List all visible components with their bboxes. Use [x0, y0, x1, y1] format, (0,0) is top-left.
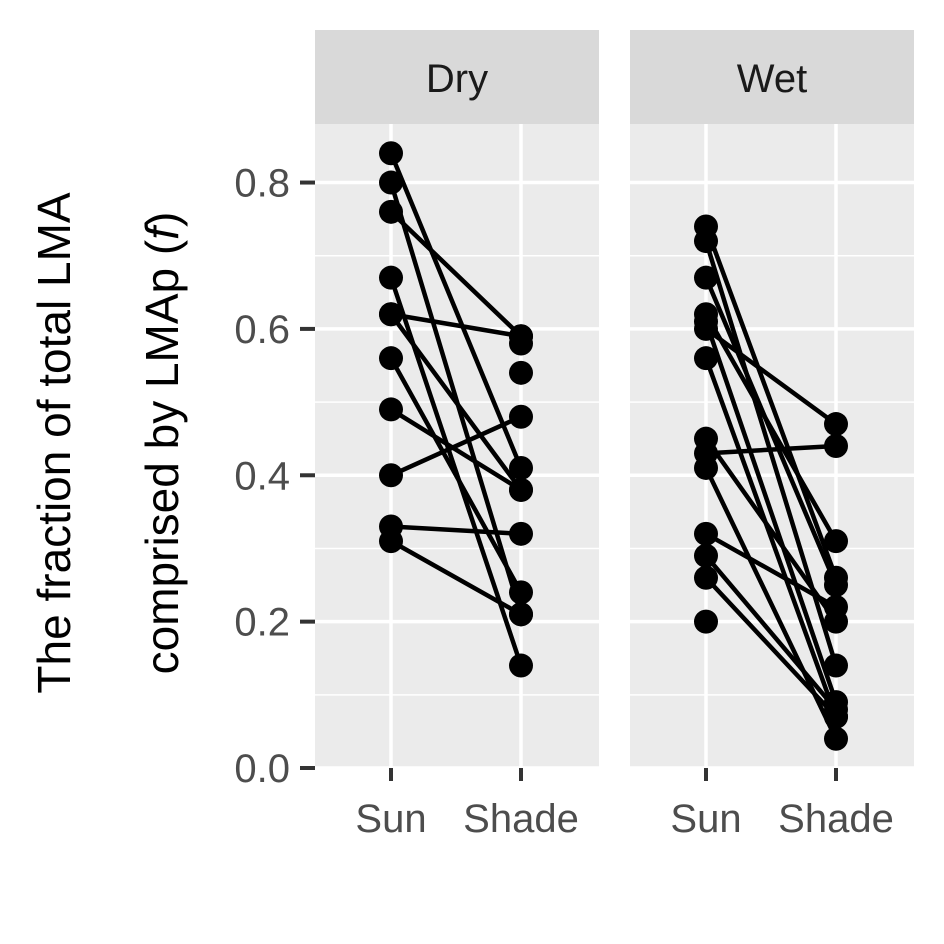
series-line — [703, 224, 839, 580]
shade-point — [509, 455, 533, 480]
x-tick-label: Shade — [463, 797, 579, 841]
series-line — [388, 355, 524, 595]
sun-point — [694, 565, 718, 590]
panel-wet: Wet Sun Shade — [630, 30, 914, 841]
shade-point — [824, 529, 848, 554]
y-axis-title-suffix: ) — [136, 212, 188, 227]
y-tick-label: 0.2 — [234, 601, 290, 645]
shade-point — [824, 726, 848, 751]
sun-point — [379, 199, 403, 224]
shade-point — [824, 704, 848, 729]
x-tick-label: Shade — [778, 797, 894, 841]
sun-point — [379, 529, 403, 554]
panel-background — [630, 124, 914, 768]
sun-point — [694, 609, 718, 634]
series-line — [388, 209, 524, 339]
shade-point — [509, 580, 533, 605]
series-line — [388, 538, 524, 617]
y-tick-label: 0.8 — [234, 162, 290, 206]
sun-point — [379, 397, 403, 422]
series-line — [703, 531, 839, 610]
sun-point — [694, 521, 718, 546]
sun-point — [694, 543, 718, 568]
shade-point — [824, 595, 848, 619]
shade-point — [509, 360, 533, 385]
strip-label: Dry — [426, 57, 488, 101]
y-axis: 0.0 0.2 0.4 0.6 0.8 — [234, 162, 315, 791]
series-line — [703, 355, 839, 720]
strip-label: Wet — [737, 57, 807, 101]
shade-point — [509, 521, 533, 546]
y-axis-title-prefix: comprised by LMAp ( — [136, 239, 188, 674]
sun-point — [694, 346, 718, 371]
sun-point — [379, 141, 403, 166]
y-tick-label: 0.4 — [234, 454, 290, 498]
sun-point — [694, 316, 718, 341]
series-line — [703, 436, 839, 624]
shade-point — [824, 434, 848, 458]
shade-point — [509, 477, 533, 502]
y-axis-title-symbol: f — [136, 223, 188, 240]
series-line — [388, 312, 524, 493]
x-tick-label: Sun — [670, 797, 741, 841]
series-line — [703, 319, 839, 705]
series-line — [703, 553, 839, 712]
series-line — [703, 443, 839, 456]
strip-background — [315, 30, 599, 124]
series-line — [388, 151, 524, 471]
shade-point — [824, 653, 848, 678]
shade-point — [509, 653, 533, 678]
sun-point — [379, 170, 403, 195]
y-tick-label: 0.6 — [234, 308, 290, 352]
sun-point — [379, 302, 403, 327]
y-tick-label: 0.0 — [234, 747, 290, 791]
series-line — [388, 312, 524, 339]
shade-point — [509, 404, 533, 429]
strip-background — [630, 30, 914, 124]
sun-point — [379, 346, 403, 371]
series-line — [388, 407, 524, 493]
sun-point — [379, 463, 403, 488]
shade-point — [824, 412, 848, 437]
y-axis-title-line1: The fraction of total LMA — [28, 192, 80, 693]
sun-point — [694, 455, 718, 480]
x-tick-label: Sun — [355, 797, 426, 841]
shade-point — [509, 331, 533, 356]
series-line — [388, 414, 524, 478]
shade-point — [824, 573, 848, 598]
series-line — [703, 575, 839, 720]
sun-point — [694, 265, 718, 290]
sun-point — [694, 229, 718, 254]
y-axis-title-line2: comprised by LMAp (f) — [136, 212, 188, 675]
panel-dry: Dry Sun Shade — [315, 30, 599, 841]
sun-point — [379, 265, 403, 290]
series-line — [703, 326, 839, 427]
series-line — [388, 524, 524, 537]
shade-point — [509, 602, 533, 627]
series-line — [703, 312, 839, 544]
